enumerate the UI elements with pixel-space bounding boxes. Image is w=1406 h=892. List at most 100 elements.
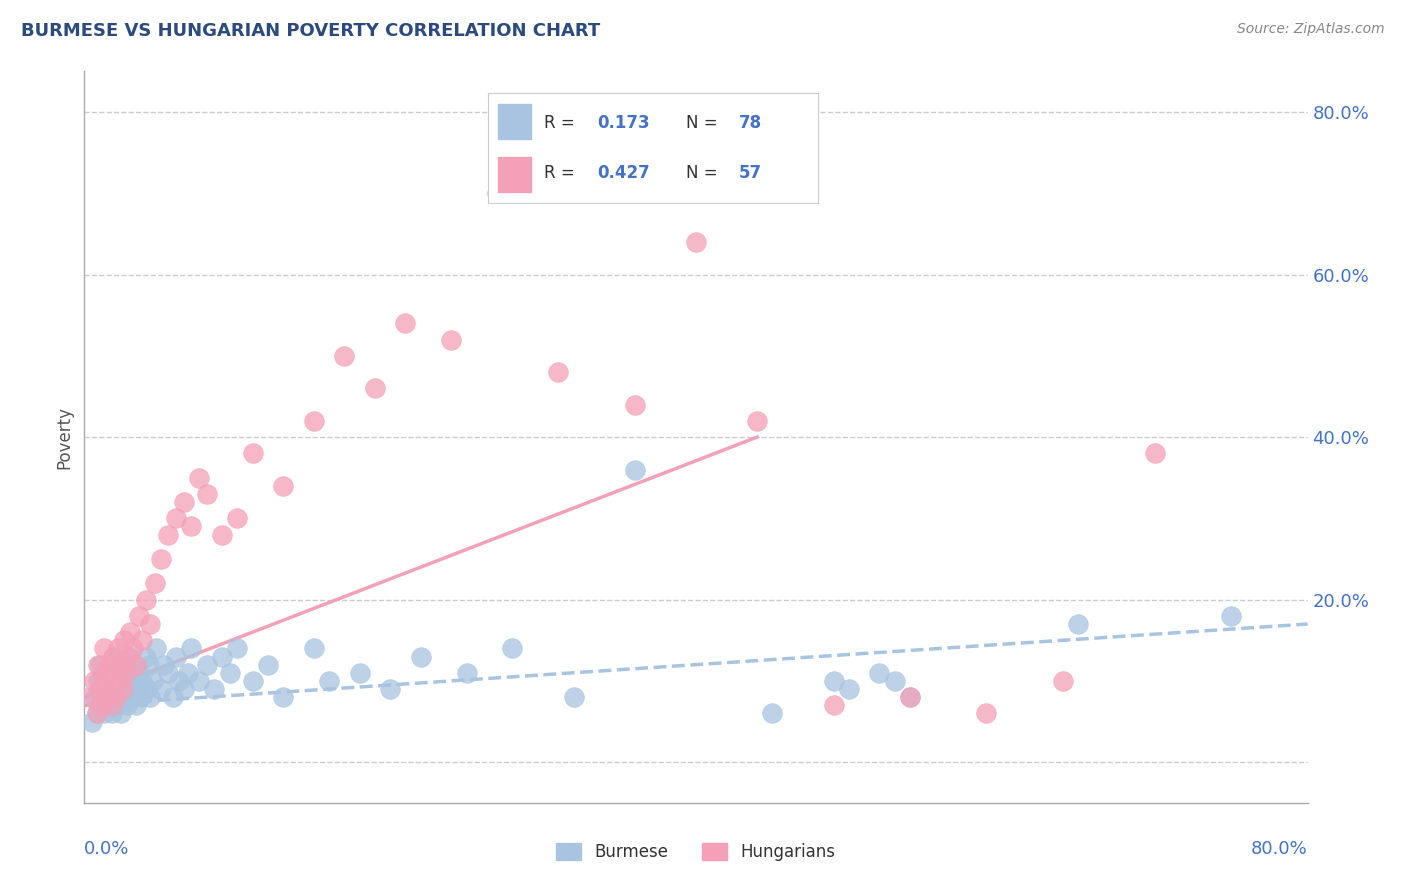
Point [869, 665, 891, 680]
Point [761, 706, 783, 721]
Text: 0.0%: 0.0% [84, 840, 129, 858]
Point [157, 527, 180, 541]
Point [125, 698, 148, 713]
Point [364, 381, 387, 395]
Point [122, 690, 145, 705]
Point [440, 333, 463, 347]
Point [149, 681, 172, 696]
Point [112, 690, 135, 705]
Point [91, 665, 114, 680]
Point [128, 608, 150, 623]
Point [105, 690, 128, 705]
Point [79, 690, 101, 705]
Point [139, 690, 162, 705]
Point [188, 673, 211, 688]
Point [131, 673, 153, 688]
Point [86, 706, 108, 721]
Point [89, 657, 111, 672]
Point [188, 471, 211, 485]
Point [110, 706, 132, 721]
Point [180, 519, 202, 533]
Text: Source: ZipAtlas.com: Source: ZipAtlas.com [1237, 22, 1385, 37]
Point [89, 698, 111, 713]
Point [94, 681, 117, 696]
Point [107, 641, 129, 656]
Text: 80.0%: 80.0% [1251, 840, 1308, 858]
Point [104, 665, 127, 680]
Point [1143, 446, 1166, 460]
Point [89, 681, 111, 696]
Point [165, 511, 187, 525]
Point [823, 673, 845, 688]
Point [96, 673, 118, 688]
Point [104, 673, 127, 688]
Point [318, 673, 340, 688]
Point [195, 487, 218, 501]
Point [380, 681, 402, 696]
Point [165, 649, 187, 664]
Y-axis label: Poverty: Poverty [55, 406, 73, 468]
Point [108, 673, 131, 688]
Point [128, 665, 150, 680]
Point [333, 349, 356, 363]
Point [349, 665, 371, 680]
Point [149, 552, 172, 566]
Point [143, 576, 166, 591]
Point [747, 414, 769, 428]
Point [93, 641, 115, 656]
Point [456, 665, 478, 680]
Point [624, 462, 647, 476]
Point [218, 665, 240, 680]
Point [547, 365, 569, 379]
Point [976, 706, 998, 721]
Point [257, 657, 280, 672]
Point [211, 649, 233, 664]
Point [153, 657, 176, 672]
Point [103, 649, 125, 664]
Point [409, 649, 432, 664]
Point [94, 690, 117, 705]
Point [145, 641, 167, 656]
Point [101, 698, 124, 713]
Point [180, 641, 202, 656]
Point [167, 673, 190, 688]
Point [104, 690, 127, 705]
Point [211, 527, 233, 541]
Point [202, 681, 225, 696]
Point [86, 706, 108, 721]
Point [685, 235, 707, 249]
Point [103, 649, 125, 664]
Point [98, 681, 121, 696]
Point [114, 665, 136, 680]
Point [838, 681, 860, 696]
Point [242, 673, 264, 688]
Point [97, 657, 120, 672]
Point [120, 649, 142, 664]
Point [91, 665, 114, 680]
Point [226, 511, 249, 525]
Point [93, 706, 115, 721]
Point [271, 479, 294, 493]
Text: BURMESE VS HUNGARIAN POVERTY CORRELATION CHART: BURMESE VS HUNGARIAN POVERTY CORRELATION… [21, 22, 600, 40]
Point [115, 649, 138, 664]
Point [90, 690, 112, 705]
Point [96, 698, 118, 713]
Point [97, 690, 120, 705]
Point [114, 665, 136, 680]
Point [135, 649, 157, 664]
Point [122, 641, 145, 656]
Point [271, 690, 294, 705]
Point [502, 641, 524, 656]
Point [127, 681, 149, 696]
Point [89, 681, 111, 696]
Point [898, 690, 921, 705]
Point [624, 398, 647, 412]
Point [302, 414, 325, 428]
Point [111, 673, 134, 688]
Point [226, 641, 249, 656]
Point [394, 316, 416, 330]
Point [112, 633, 135, 648]
Point [87, 673, 110, 688]
Point [1067, 617, 1090, 632]
Point [120, 625, 142, 640]
